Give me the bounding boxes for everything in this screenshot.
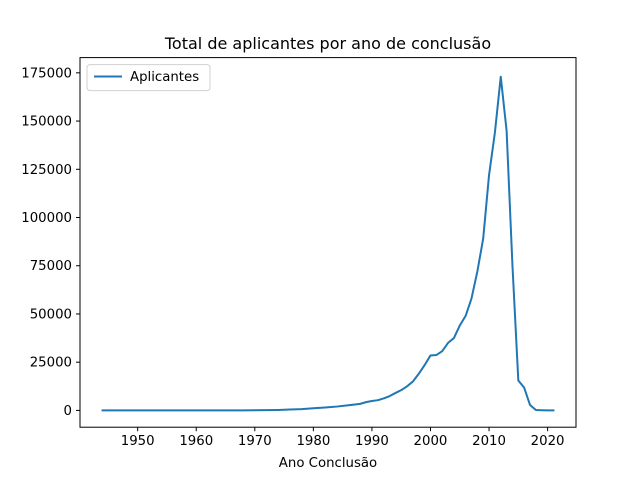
- x-axis-label: Ano Conclusão: [279, 456, 377, 471]
- x-tick-label: 1950: [121, 434, 155, 449]
- x-tick-label: 1960: [179, 434, 213, 449]
- y-axis: 0 25000 50000 75000 100000 125000 150000 175000: [21, 66, 80, 419]
- x-tick-label: 1990: [355, 434, 389, 449]
- x-tick-label: 1970: [238, 434, 272, 449]
- chart-title: Total de aplicantes por ano de conclusão: [164, 34, 491, 53]
- x-tick-label: 1980: [296, 434, 330, 449]
- legend-label-aplicantes: Aplicantes: [130, 70, 199, 85]
- y-tick-label: 25000: [30, 356, 72, 371]
- y-tick-label: 0: [64, 404, 72, 419]
- series-layer: [101, 75, 555, 412]
- y-tick-label: 50000: [30, 307, 72, 322]
- y-tick-label: 175000: [21, 66, 72, 81]
- y-tick-label: 75000: [30, 259, 72, 274]
- x-tick-label: 2000: [414, 434, 448, 449]
- y-tick-label: 150000: [21, 115, 72, 130]
- legend: Aplicantes: [86, 64, 211, 92]
- x-tick-label: 2020: [531, 434, 565, 449]
- x-axis: 1950 1960 1970 1980 1990 2000 2010 2020: [121, 427, 565, 449]
- legend-box: [86, 64, 211, 92]
- series-line-aplicantes: [101, 75, 555, 412]
- y-tick-label: 100000: [21, 211, 72, 226]
- x-tick-label: 2010: [472, 434, 506, 449]
- y-tick-label: 125000: [21, 163, 72, 178]
- plot-frame: [79, 57, 577, 428]
